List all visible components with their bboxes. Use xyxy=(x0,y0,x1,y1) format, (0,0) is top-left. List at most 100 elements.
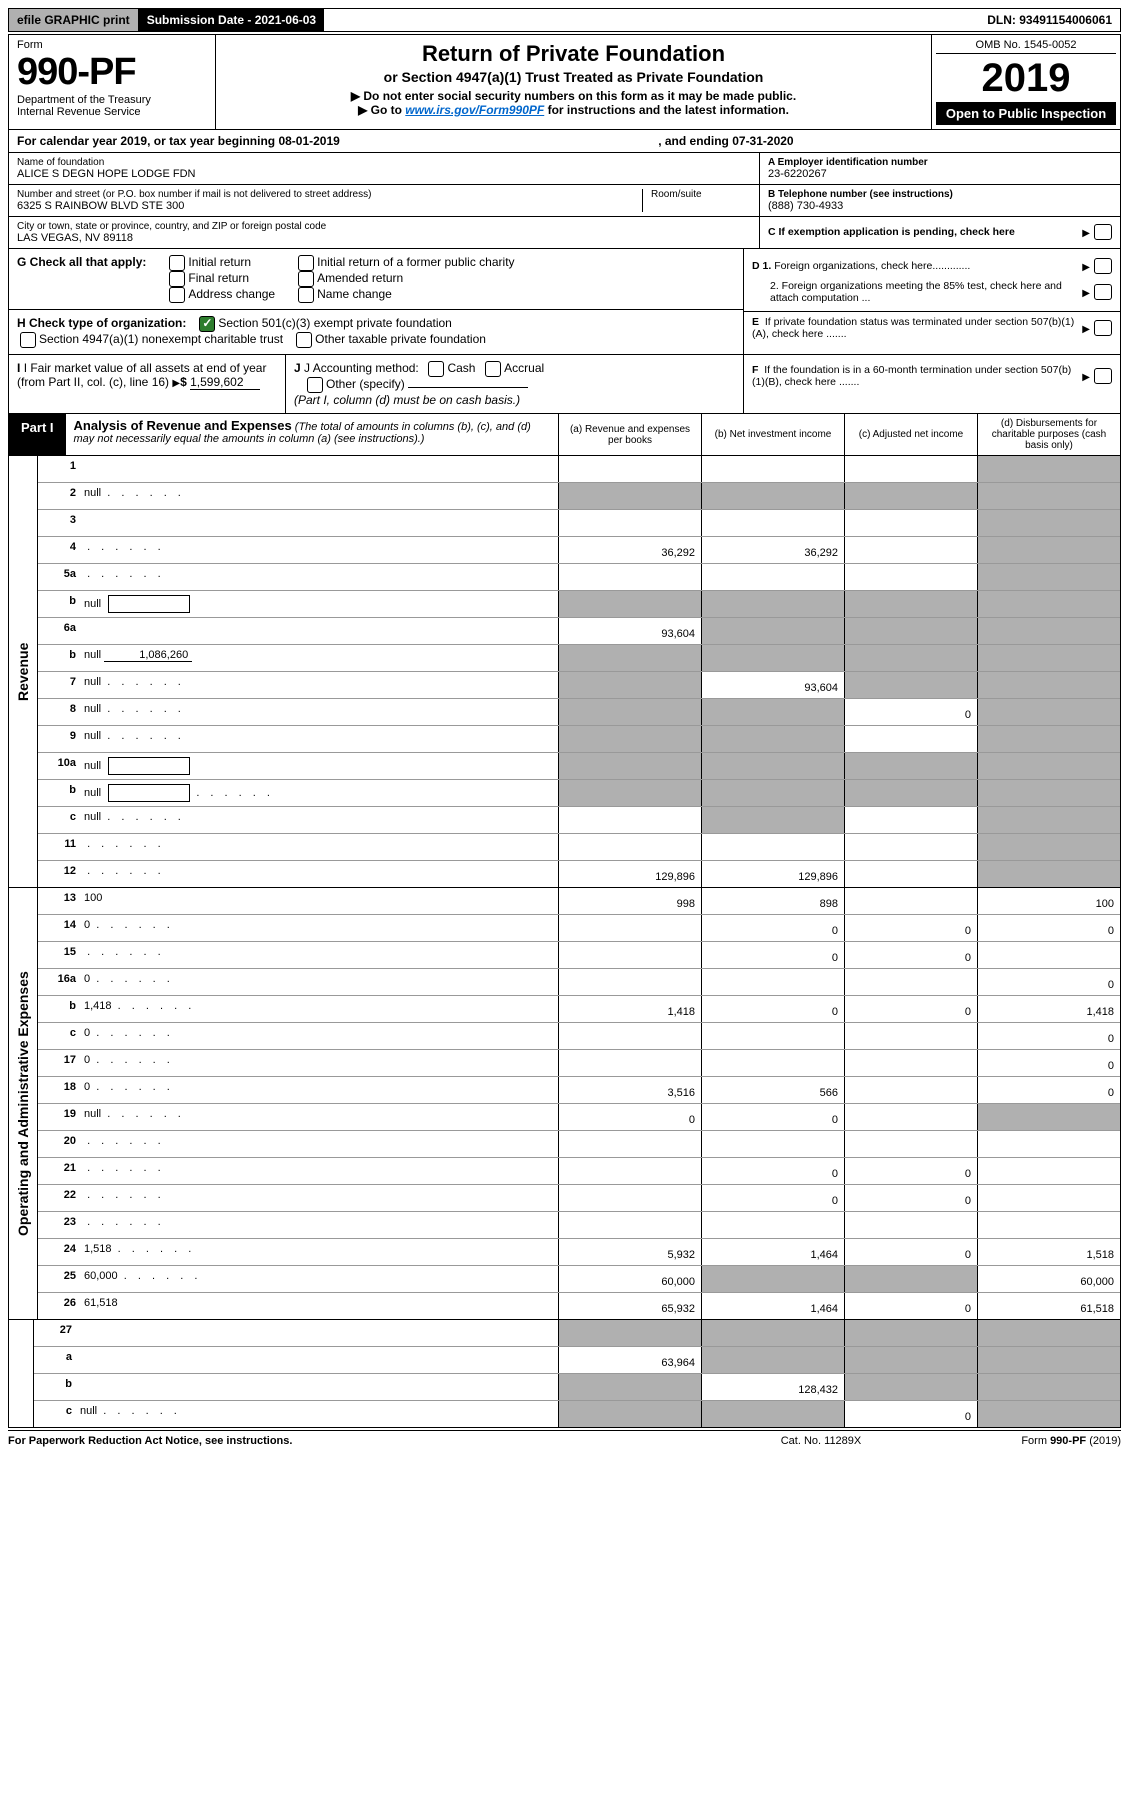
header-right: OMB No. 1545-0052 2019 Open to Public In… xyxy=(932,35,1120,129)
col-d-value xyxy=(977,1131,1120,1157)
foundation-name: ALICE S DEGN HOPE LODGE FDN xyxy=(17,168,751,180)
opt-final: Final return xyxy=(188,271,249,285)
line-description: 0 . . . . . . xyxy=(80,1023,558,1049)
header-title-block: Return of Private Foundation or Section … xyxy=(216,35,932,129)
d2-text: 2. Foreign organizations meeting the 85%… xyxy=(752,280,1082,304)
j-accrual: Accrual xyxy=(504,361,544,375)
line-row: b1,418 . . . . . .1,418001,418 xyxy=(38,996,1120,1023)
amended-checkbox[interactable] xyxy=(298,271,314,287)
final-return-checkbox[interactable] xyxy=(169,271,185,287)
line-number: b xyxy=(34,1374,76,1400)
inline-box[interactable] xyxy=(108,757,190,775)
revenue-lines: 12null . . . . . .34 . . . . . .36,29236… xyxy=(38,456,1120,887)
col-d-value xyxy=(977,672,1120,698)
col-a-value: 5,932 xyxy=(558,1239,701,1265)
col-b-value xyxy=(701,564,844,590)
ein-value: 23-6220267 xyxy=(768,168,1112,180)
address-change-checkbox[interactable] xyxy=(169,287,185,303)
col-c-value: 0 xyxy=(844,1158,977,1184)
inline-box[interactable] xyxy=(108,784,190,802)
line-description: null . . . . . . xyxy=(80,726,558,752)
j-other-checkbox[interactable] xyxy=(307,377,323,393)
f-checkbox[interactable] xyxy=(1094,368,1112,384)
j-accrual-checkbox[interactable] xyxy=(485,361,501,377)
line-number: 6a xyxy=(38,618,80,644)
col-c-value xyxy=(844,1104,977,1130)
line-number: a xyxy=(34,1347,76,1373)
col-a-value xyxy=(558,942,701,968)
line-number: 19 xyxy=(38,1104,80,1130)
col-a-value xyxy=(558,645,701,671)
line-row: 20 . . . . . . xyxy=(38,1131,1120,1158)
col-d-value: 0 xyxy=(977,1050,1120,1076)
f-text: If the foundation is in a 60-month termi… xyxy=(752,364,1071,388)
line-row: 3 xyxy=(38,510,1120,537)
col-a-value xyxy=(558,915,701,941)
col-b-value xyxy=(701,618,844,644)
e-checkbox[interactable] xyxy=(1094,320,1112,336)
line-number: b xyxy=(38,591,80,617)
name-change-checkbox[interactable] xyxy=(298,287,314,303)
col-b-value: 566 xyxy=(701,1077,844,1103)
form-title: Return of Private Foundation xyxy=(226,41,921,67)
addr-cell: Number and street (or P.O. box number if… xyxy=(9,185,759,217)
j-other-field[interactable] xyxy=(408,387,528,388)
line-description: . . . . . . xyxy=(80,942,558,968)
line-number: 14 xyxy=(38,915,80,941)
j-cash-checkbox[interactable] xyxy=(428,361,444,377)
d1-checkbox[interactable] xyxy=(1094,258,1112,274)
line-description xyxy=(80,618,558,644)
ein-label: A Employer identification number xyxy=(768,157,1112,168)
col-a-value: 3,516 xyxy=(558,1077,701,1103)
h-501c3-checkbox[interactable] xyxy=(199,316,215,332)
c-checkbox[interactable] xyxy=(1094,224,1112,240)
col-c-value xyxy=(844,510,977,536)
col-d-value xyxy=(977,1320,1120,1346)
h-other-checkbox[interactable] xyxy=(296,332,312,348)
col-a-value xyxy=(558,564,701,590)
col-a-value: 0 xyxy=(558,1104,701,1130)
arrow-icon xyxy=(1082,225,1090,239)
line-number: b xyxy=(38,645,80,671)
col-d-value xyxy=(977,510,1120,536)
initial-return-checkbox[interactable] xyxy=(169,255,185,271)
inline-box[interactable] xyxy=(108,595,190,613)
col-c-value xyxy=(844,1077,977,1103)
col-a-value: 93,604 xyxy=(558,618,701,644)
line-row: 13100998898100 xyxy=(38,888,1120,915)
line-number: 26 xyxy=(38,1293,80,1319)
col-a-value: 65,932 xyxy=(558,1293,701,1319)
line-number: 23 xyxy=(38,1212,80,1238)
h-4947-checkbox[interactable] xyxy=(20,332,36,348)
line-row: 27 xyxy=(34,1320,1120,1347)
opt-initial: Initial return xyxy=(188,255,251,269)
line-number: 25 xyxy=(38,1266,80,1292)
d2-checkbox[interactable] xyxy=(1094,284,1112,300)
irs-link[interactable]: www.irs.gov/Form990PF xyxy=(405,103,544,117)
line-description: 60,000 . . . . . . xyxy=(80,1266,558,1292)
line-row: 7null . . . . . .93,604 xyxy=(38,672,1120,699)
initial-former-checkbox[interactable] xyxy=(298,255,314,271)
line-number: c xyxy=(34,1401,76,1427)
line-number: 21 xyxy=(38,1158,80,1184)
line-description: null . . . . . . xyxy=(80,807,558,833)
line-number: 3 xyxy=(38,510,80,536)
col-a-value xyxy=(558,1401,701,1427)
line-row: 2661,51865,9321,464061,518 xyxy=(38,1293,1120,1319)
addr-label: Number and street (or P.O. box number if… xyxy=(17,189,634,200)
col-c-value xyxy=(844,1050,977,1076)
col-d-value xyxy=(977,564,1120,590)
line-row: 241,518 . . . . . .5,9321,46401,518 xyxy=(38,1239,1120,1266)
col-a-value xyxy=(558,726,701,752)
col-b-value xyxy=(701,510,844,536)
line-number: 1 xyxy=(38,456,80,482)
line-number: c xyxy=(38,807,80,833)
footer-right: Form 990-PF (2019) xyxy=(921,1435,1121,1447)
col-b-value: 0 xyxy=(701,915,844,941)
col-c-value xyxy=(844,888,977,914)
col-b-value xyxy=(701,1131,844,1157)
line-row: a63,964 xyxy=(34,1347,1120,1374)
j-block: J J Accounting method: Cash Accrual Othe… xyxy=(286,355,744,413)
form-subtitle: or Section 4947(a)(1) Trust Treated as P… xyxy=(226,69,921,85)
line-number: 2 xyxy=(38,483,80,509)
